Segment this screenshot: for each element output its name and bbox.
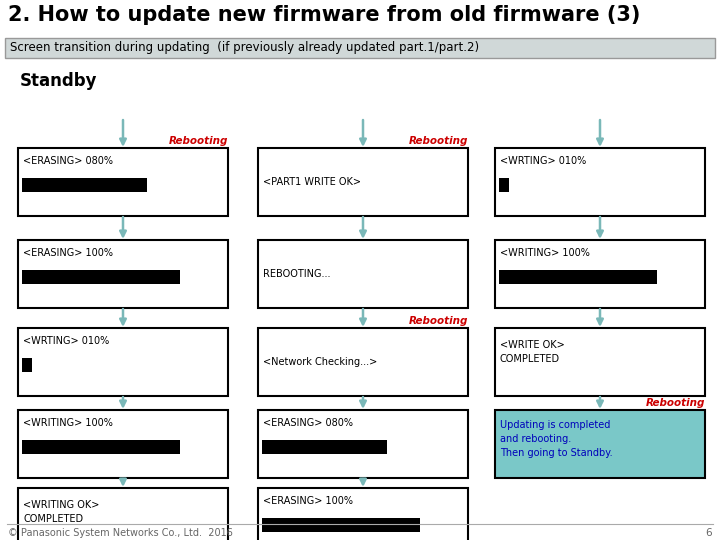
Bar xyxy=(22,358,32,372)
Bar xyxy=(18,328,228,396)
Text: Then going to Standby.: Then going to Standby. xyxy=(500,448,613,458)
Bar xyxy=(258,148,468,216)
Text: <ERASING> 100%: <ERASING> 100% xyxy=(263,496,353,506)
Bar xyxy=(18,240,228,308)
Text: Rebooting: Rebooting xyxy=(409,316,468,326)
Bar xyxy=(258,410,468,478)
Bar xyxy=(5,38,715,58)
Text: <WRTING> 010%: <WRTING> 010% xyxy=(500,156,586,166)
Text: <PART1 WRITE OK>: <PART1 WRITE OK> xyxy=(263,177,361,187)
Bar xyxy=(18,410,228,478)
Bar xyxy=(18,488,228,540)
Text: 2. How to update new firmware from old firmware (3): 2. How to update new firmware from old f… xyxy=(8,5,640,25)
Bar xyxy=(495,328,705,396)
Text: COMPLETED: COMPLETED xyxy=(23,514,83,524)
Text: Updating is completed: Updating is completed xyxy=(500,420,611,430)
Bar xyxy=(22,178,148,192)
Text: <Network Checking...>: <Network Checking...> xyxy=(263,357,377,367)
Text: and rebooting.: and rebooting. xyxy=(500,434,571,444)
Text: Screen transition during updating  (if previously already updated part.1/part.2): Screen transition during updating (if pr… xyxy=(10,42,479,55)
Text: <WRITING> 100%: <WRITING> 100% xyxy=(23,418,113,428)
Bar xyxy=(22,440,179,454)
Bar xyxy=(499,178,509,192)
Bar xyxy=(262,440,387,454)
Text: 6: 6 xyxy=(706,528,712,538)
Bar xyxy=(262,518,420,532)
Bar xyxy=(258,328,468,396)
Text: <ERASING> 080%: <ERASING> 080% xyxy=(23,156,113,166)
Text: © Panasonic System Networks Co., Ltd.  2016: © Panasonic System Networks Co., Ltd. 20… xyxy=(8,528,233,538)
Text: COMPLETED: COMPLETED xyxy=(500,354,560,364)
Text: <ERASING> 100%: <ERASING> 100% xyxy=(23,248,113,258)
Text: Rebooting: Rebooting xyxy=(168,136,228,146)
Text: <WRITING OK>: <WRITING OK> xyxy=(23,500,99,510)
Bar xyxy=(22,270,179,284)
Text: Rebooting: Rebooting xyxy=(409,136,468,146)
Bar xyxy=(495,240,705,308)
Text: Standby: Standby xyxy=(20,72,97,90)
Bar xyxy=(499,270,657,284)
Text: Rebooting: Rebooting xyxy=(646,398,705,408)
Bar xyxy=(18,148,228,216)
Bar xyxy=(258,488,468,540)
Text: REBOOTING...: REBOOTING... xyxy=(263,269,330,279)
Bar xyxy=(258,240,468,308)
Text: <ERASING> 080%: <ERASING> 080% xyxy=(263,418,353,428)
Text: <WRITE OK>: <WRITE OK> xyxy=(500,340,564,350)
Text: <WRITING> 100%: <WRITING> 100% xyxy=(500,248,590,258)
Text: <WRTING> 010%: <WRTING> 010% xyxy=(23,336,109,346)
Bar xyxy=(495,410,705,478)
Bar xyxy=(495,148,705,216)
